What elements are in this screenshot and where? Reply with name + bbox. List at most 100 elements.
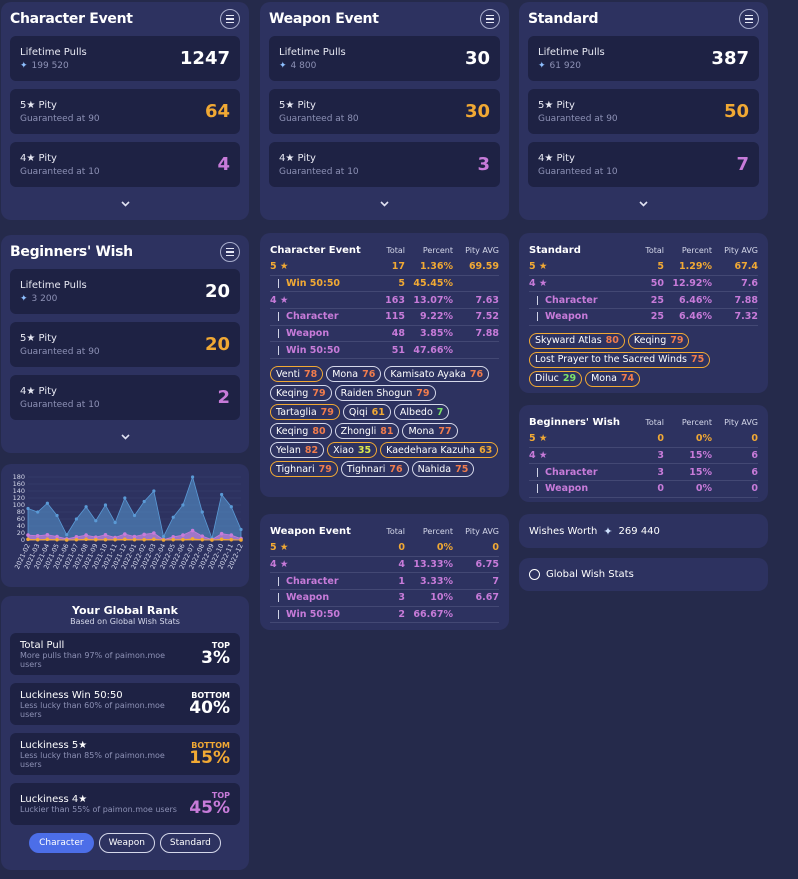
lifetime-pulls-value: 20 [204, 281, 230, 302]
table-header: Weapon Event Total Percent Pity AVG [270, 522, 499, 540]
row-pity: 6 [751, 466, 758, 478]
pull-chip: Qiqi 61 [342, 404, 391, 421]
rank-tabs: Character Weapon Standard [1, 833, 249, 853]
row-label: 4 ★ [529, 278, 548, 290]
row-pity: 7 [492, 575, 499, 587]
rank-item: Luckiness Win 50:50 Less lucky than 60% … [10, 683, 240, 725]
chip-pity: 79 [670, 335, 684, 347]
five-star-pity-value: 50 [723, 101, 749, 122]
menu-icon[interactable] [220, 242, 240, 262]
beginners-table: Beginners' Wish Total Percent Pity AVG 5… [519, 405, 768, 502]
row-percent: 15% [689, 450, 712, 462]
weapon-event-table: Weapon Event Total Percent Pity AVG 5 ★ … [260, 514, 509, 630]
series-area [27, 475, 242, 541]
data-point [132, 537, 137, 542]
pull-chart-svg: 1801601401201008060402002021-022021-0320… [13, 473, 245, 570]
data-point [94, 519, 98, 523]
row-pity: 7.88 [475, 328, 499, 340]
data-point [152, 537, 156, 542]
data-point [181, 537, 185, 542]
rank-tab-character[interactable]: Character [29, 833, 94, 853]
five-star-pity-stat: 5★ Pity Guaranteed at 90 20 [10, 322, 240, 367]
data-point [26, 537, 30, 542]
menu-icon[interactable] [739, 9, 759, 29]
menu-icon[interactable] [480, 9, 500, 29]
row-percent: 66.67% [413, 609, 453, 621]
pull-chip: Zhongli 81 [334, 423, 400, 440]
row-label: Character [529, 467, 620, 478]
table-row: 4 ★ 3 15% 6 [529, 448, 758, 465]
lifetime-pulls-value: 1247 [179, 48, 230, 69]
y-tick-label: 80 [17, 508, 25, 516]
data-point [239, 527, 243, 532]
primogem-icon: ✦ [279, 60, 287, 71]
pull-chip: Keqing 79 [627, 332, 690, 349]
row-total: 1 [398, 575, 405, 587]
row-pity: 7.88 [734, 294, 758, 306]
global-wish-stats-link[interactable]: Global Wish Stats [519, 558, 768, 591]
card-title: Weapon Event [269, 11, 379, 27]
five-star-pity-label: 5★ Pity [20, 332, 57, 344]
wishes-worth-card: Wishes Worth ✦ 269 440 [519, 514, 768, 548]
rank-tab-standard[interactable]: Standard [159, 833, 221, 853]
five-star-guarantee: Guaranteed at 90 [20, 346, 100, 357]
chip-name: Tartaglia [276, 406, 317, 418]
data-point [123, 537, 127, 542]
data-point [210, 538, 214, 542]
row-total: 3 [657, 450, 664, 462]
header-pity: Pity AVG [724, 417, 758, 427]
pull-chip: Tighnari 76 [340, 461, 409, 478]
table-row: Win 50:50 2 66.67% [270, 607, 499, 624]
expand-chevron-icon[interactable] [528, 195, 759, 213]
rank-title: Total Pull [20, 639, 65, 651]
data-point [64, 538, 69, 542]
expand-chevron-icon[interactable] [269, 195, 500, 213]
rank-item: Luckiness 4★ Luckier than 55% of paimon.… [10, 783, 240, 825]
expand-chevron-icon[interactable] [10, 428, 240, 446]
data-point [229, 533, 234, 537]
menu-icon[interactable] [220, 9, 240, 29]
data-point [26, 533, 30, 537]
five-star-pity-label: 5★ Pity [20, 99, 57, 111]
chip-name: Venti [276, 368, 300, 380]
table-row: 5 ★ 5 1.29% 67.4 [529, 259, 758, 276]
primogem-amount: 4 800 [290, 60, 317, 71]
four-star-pity-stat: 4★ Pity Guaranteed at 10 7 [528, 142, 759, 187]
row-total: 17 [391, 261, 405, 273]
data-point [84, 537, 88, 542]
four-star-pity-label: 4★ Pity [20, 385, 57, 397]
chip-pity: 76 [362, 368, 376, 380]
standard-chip-list: Skyward Atlas 80 Keqing 79 Lost Prayer to th… [529, 332, 758, 387]
table-row: 4 ★ 163 13.07% 7.63 [270, 292, 499, 310]
rank-item: Total Pull More pulls than 97% of paimon… [10, 633, 240, 675]
chip-pity: 79 [312, 387, 326, 399]
table-row: 5 ★ 0 0% 0 [270, 540, 499, 557]
pull-history-chart: 180 160 140 120 100 80 60 40 20 0 2021-02 2021-03 20… [1, 464, 249, 587]
standard-card: Standard Lifetime Pulls ✦ 61 920 387 5★ P… [519, 2, 768, 220]
chip-pity: 7 [436, 406, 444, 418]
rank-tab-weapon[interactable]: Weapon [98, 833, 155, 853]
four-star-pity-stat: 4★ Pity Guaranteed at 10 3 [269, 142, 500, 187]
chip-name: Raiden Shogun [340, 387, 413, 399]
y-tick-label: 160 [13, 480, 25, 488]
header-pity: Pity AVG [724, 245, 758, 255]
row-percent: 45.45% [413, 278, 453, 290]
five-star-pity-stat: 5★ Pity Guaranteed at 90 50 [528, 89, 759, 134]
row-label: Weapon [270, 592, 361, 603]
expand-chevron-icon[interactable] [10, 195, 240, 213]
row-total: 115 [385, 311, 405, 323]
header-percent: Percent [681, 417, 712, 427]
chip-pity: 61 [371, 406, 385, 418]
data-point [103, 532, 108, 537]
row-percent: 9.22% [420, 311, 453, 323]
header-percent: Percent [422, 526, 453, 536]
pull-chip: Lost Prayer to the Sacred Winds 75 [529, 351, 711, 368]
row-total: 2 [398, 609, 405, 621]
row-label: 5 ★ [270, 542, 289, 554]
character-chip-list: Venti 78 Mona 76 Kamisato Ayaka 76 Keqing 79 Rai… [270, 366, 499, 478]
global-rank-subtitle: Based on Global Wish Stats [70, 617, 180, 626]
row-label: 5 ★ [529, 433, 548, 445]
row-pity: 0 [751, 483, 758, 495]
chip-pity: 81 [380, 425, 394, 437]
y-tick-label: 0 [21, 536, 25, 544]
